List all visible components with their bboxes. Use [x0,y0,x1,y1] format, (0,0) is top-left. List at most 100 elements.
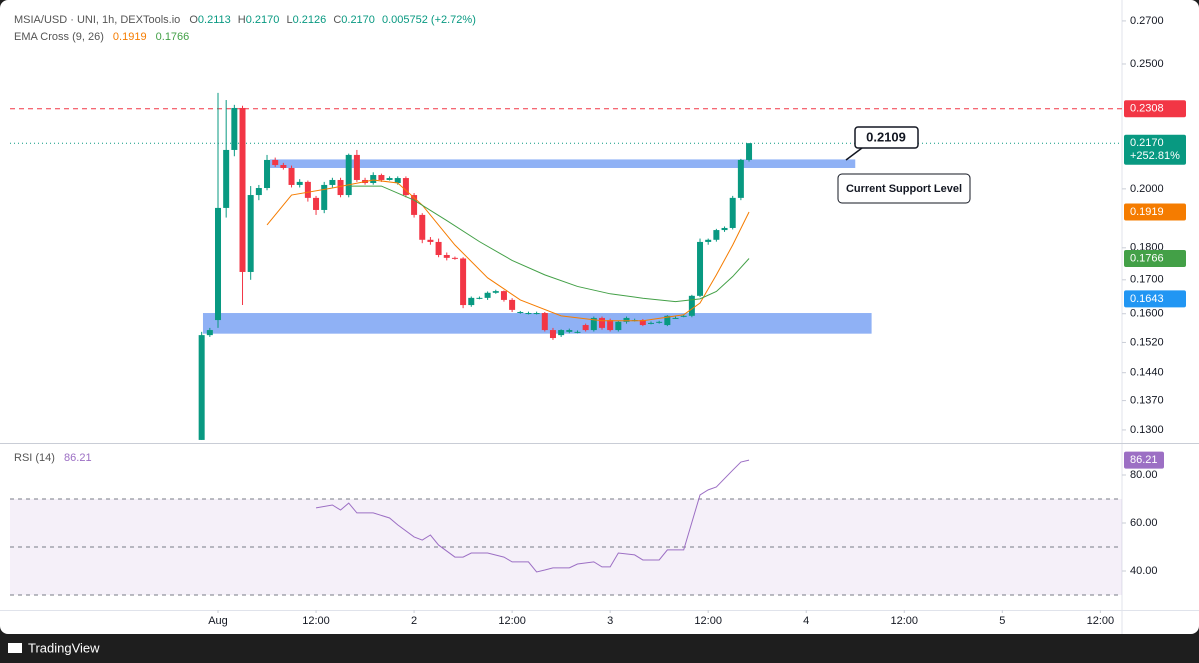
candle-body [223,149,230,208]
footer-brand: TradingView [28,640,100,655]
candle-body [476,297,483,299]
support-zone [202,313,872,334]
candle-body [272,159,279,166]
candle-body [664,315,671,326]
y-tick-label: 0.1300 [1130,424,1164,436]
price-label-box [1124,203,1186,221]
candle-body [705,239,712,242]
candle-body [402,178,409,196]
candle-body [656,321,663,323]
candle-body [370,175,377,184]
candle-body [427,239,434,242]
candle-body [484,292,491,298]
candle-body [541,313,548,331]
candle-body [378,175,385,180]
x-tick-label: 12:00 [302,615,330,627]
y-tick-label: 0.1700 [1130,274,1164,286]
candle-body [321,184,328,210]
candle-body [623,317,630,322]
candle-body [288,167,295,185]
price-label: 0.2308 [1130,103,1164,115]
plot: 0.27000.25000.20000.18000.17000.16000.15… [10,15,1186,627]
ohlc-label: L [286,14,292,26]
candle-body [451,257,458,259]
x-tick-label: Aug [208,615,228,627]
candle-body [419,214,426,240]
candle-body [460,258,467,306]
price-label-box [1124,134,1186,165]
y-tick-label: 0.2500 [1130,58,1164,70]
candle-body [639,320,646,326]
candle-body [713,230,720,240]
price-label-box [1124,290,1186,308]
x-tick-label: 12:00 [498,615,526,627]
callout-text: 0.2109 [866,129,906,144]
candle-body [566,330,573,332]
candle-body [435,241,442,256]
candle-body [648,322,655,324]
note-box [837,173,971,204]
candle-body [247,195,254,272]
ema-line [266,179,750,322]
candle-body [607,320,614,331]
x-tick-label: 12:00 [891,615,919,627]
candle-body [239,107,246,272]
ohlc-value: 0.2170 [341,14,375,26]
candle-body [500,291,507,300]
candle-body [313,197,320,210]
candle-body [198,335,205,440]
candle-body [386,178,393,180]
rsi-value: 86.21 [64,452,92,464]
candle-body [737,159,744,198]
candle-body [582,325,589,331]
price-label: 0.1643 [1130,293,1164,305]
price-label: 0.2170 [1130,137,1164,149]
note-text: Current Support Level [846,183,962,195]
candle-body [296,181,303,185]
candle-body [574,331,581,333]
rsi-line [315,459,750,573]
rsi-header: RSI (14) 86.21 [14,452,92,464]
candle-body [558,330,565,336]
y-tick-label: 0.2700 [1130,15,1164,27]
candle-body [215,207,222,321]
price-label-box [1124,249,1186,267]
indicator-name: EMA Cross (9, 26) [14,31,104,43]
y-tick-label: 40.00 [1130,565,1158,577]
x-tick-label: 12:00 [694,615,722,627]
symbol-header: MSIA/USD · UNI, 1h, DEXTools.io O0.2113 … [14,14,476,26]
ohlc-value: 0.2113 [198,14,231,26]
candle-body [206,330,213,336]
candle-body [549,330,556,339]
annotation: 0.2109 Current Support Level [837,126,971,204]
symbol: MSIA/USD · UNI, 1h, DEXTools.io [14,14,180,26]
footer: TradingView [8,640,100,655]
candle-body [509,299,516,310]
x-tick-label: 4 [803,615,809,627]
candle-body [525,313,532,315]
y-tick-label: 0.1370 [1130,394,1164,406]
support-zone [269,159,856,168]
candle-body [443,255,450,258]
price-label: 0.1766 [1130,252,1164,264]
rsi-name: RSI (14) [14,452,55,464]
y-tick-label: 0.1440 [1130,367,1164,379]
change: 0.005752 (+2.72%) [382,14,476,26]
candle-body [672,317,679,319]
candle-body [517,311,524,313]
x-tick-label: 3 [607,615,613,627]
indicator-header: EMA Cross (9, 26) 0.1919 0.1766 [14,31,189,43]
x-tick-label: 5 [999,615,1005,627]
candle-body [337,179,344,196]
candle-body [721,227,728,231]
candle-body [729,197,736,228]
price-label: 0.1919 [1130,206,1164,218]
candle-body [304,181,311,198]
candle-body [353,154,360,180]
x-tick-label: 12:00 [1087,615,1115,627]
candle-body [411,195,418,215]
y-tick-label: 0.1520 [1130,336,1164,348]
y-tick-label: 0.1600 [1130,308,1164,320]
candle-body [533,313,540,315]
